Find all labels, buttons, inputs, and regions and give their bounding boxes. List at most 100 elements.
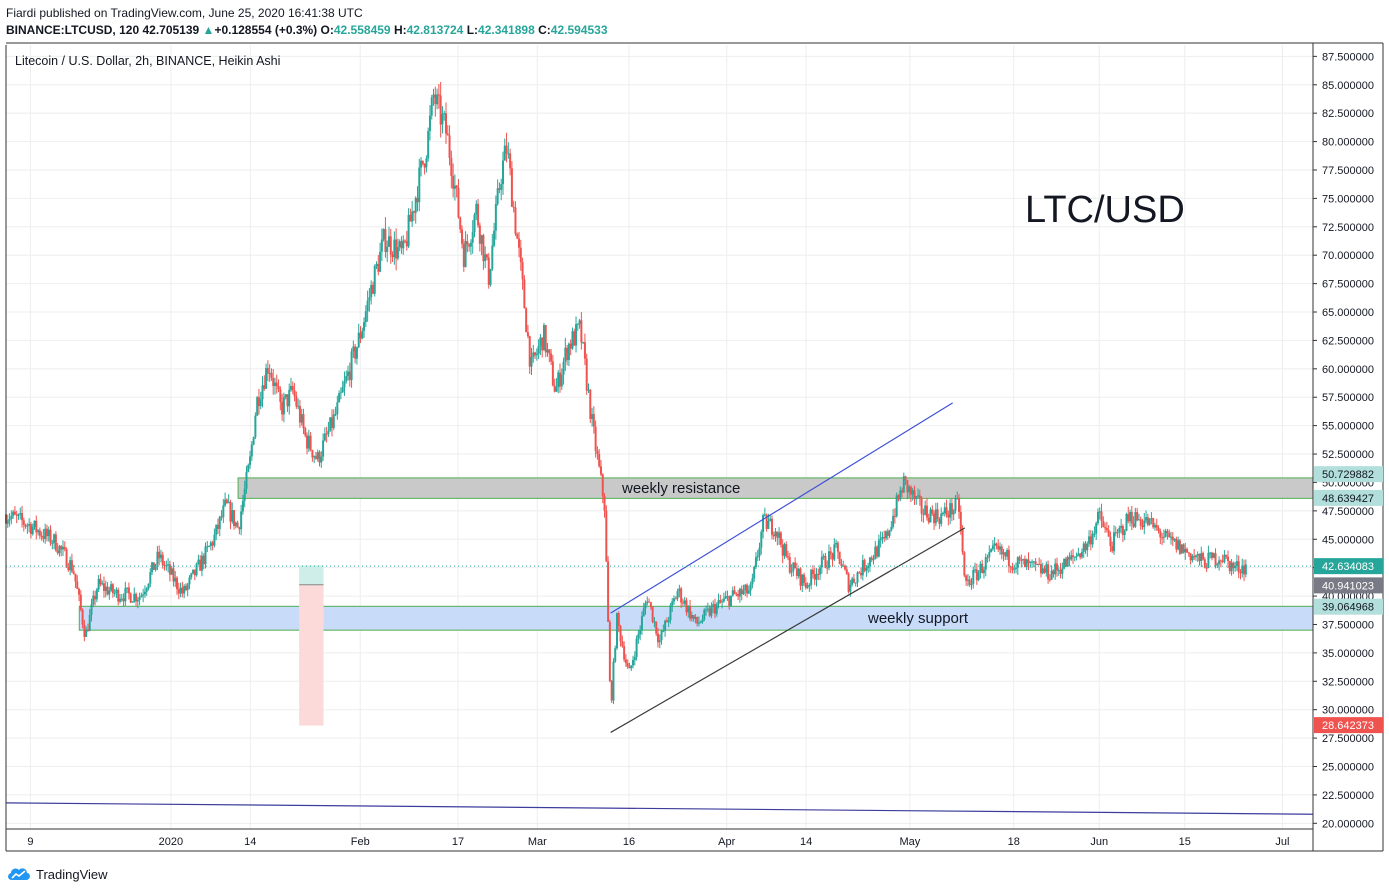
candle-body: [489, 269, 492, 285]
candle-body: [1139, 519, 1142, 526]
candle-body: [542, 325, 545, 351]
candle-body: [856, 572, 859, 583]
candle-body: [1093, 533, 1096, 535]
candle-body: [53, 534, 56, 543]
candle-body: [1054, 563, 1057, 575]
footer[interactable]: TradingView: [6, 866, 108, 882]
candle-body: [991, 545, 994, 550]
candle-body: [1232, 562, 1235, 569]
candle-body: [1155, 525, 1158, 528]
candle-body: [811, 569, 814, 575]
candle-body: [988, 551, 991, 558]
candle-body: [140, 595, 143, 598]
candle-body: [222, 505, 225, 518]
candle-body: [101, 583, 104, 585]
candle-body: [496, 188, 499, 204]
candle-body: [1039, 564, 1042, 574]
candle-body: [428, 115, 431, 131]
candle-body: [917, 495, 920, 497]
candle-body: [767, 521, 770, 529]
candle-body: [81, 609, 84, 625]
candle-body: [1193, 555, 1196, 558]
candle-body: [795, 568, 798, 577]
candle-body: [726, 596, 729, 598]
candle-body: [754, 557, 757, 568]
candle-body: [320, 456, 323, 463]
candle-body: [829, 551, 832, 554]
candle-body: [484, 254, 487, 262]
candle-body: [824, 556, 827, 568]
candle-body: [886, 531, 889, 536]
candle-body: [273, 382, 276, 386]
candle-body: [247, 464, 250, 472]
candle-body: [945, 507, 948, 515]
candle-body: [172, 568, 175, 582]
candle-body: [1064, 558, 1067, 567]
candle-body: [787, 556, 790, 558]
candle-body: [1112, 532, 1115, 552]
candle-body: [257, 397, 260, 407]
price-label: 48.639427: [1322, 493, 1374, 505]
position-box: [299, 565, 324, 726]
candle-body: [1109, 536, 1112, 547]
candle-body: [284, 394, 287, 398]
candle-body: [272, 377, 275, 386]
candle-body: [1194, 555, 1197, 558]
candle-body: [1057, 569, 1060, 571]
candle-body: [516, 233, 519, 239]
candle-body: [958, 498, 961, 512]
candle-body: [646, 601, 649, 604]
candle-body: [721, 601, 724, 603]
candle-body: [229, 501, 232, 522]
candle-body: [842, 565, 845, 567]
candle-body: [111, 584, 114, 594]
candle-body: [977, 572, 980, 581]
candle-body: [710, 606, 713, 616]
candle-body: [347, 371, 350, 377]
candle-body: [158, 551, 161, 559]
candle-body: [19, 513, 22, 515]
candle-body: [95, 589, 98, 600]
candle-body: [373, 265, 376, 294]
candle-body: [1191, 555, 1194, 561]
candle-body: [15, 514, 18, 516]
candle-body: [537, 345, 540, 354]
position-loss-area: [299, 584, 324, 726]
candle-body: [902, 476, 905, 493]
candle-body: [1127, 514, 1130, 522]
candle-body: [770, 518, 773, 535]
candle-body: [336, 402, 339, 415]
candle-body: [703, 609, 706, 620]
candle-body: [90, 604, 93, 615]
candle-body: [984, 557, 987, 570]
candle-body: [852, 578, 855, 583]
candle-body: [1023, 558, 1026, 568]
candle-body: [17, 514, 20, 516]
candle-body: [558, 372, 561, 387]
candle-body: [266, 368, 269, 374]
candle-body: [115, 589, 118, 593]
candle-body: [667, 620, 670, 623]
candle-body: [382, 229, 385, 240]
candle-body: [473, 214, 476, 233]
candle-body: [1052, 570, 1055, 575]
candle-body: [1214, 553, 1217, 566]
candle-body: [911, 490, 914, 495]
candle-body: [404, 240, 407, 242]
candle-body: [375, 263, 378, 266]
candle-body: [674, 598, 677, 600]
candle-body: [1235, 561, 1238, 566]
candle-body: [79, 594, 82, 610]
candle-body: [343, 381, 346, 388]
candle-body: [290, 385, 293, 390]
candle-body: [306, 435, 309, 449]
candle-body: [113, 592, 116, 594]
candle-body: [925, 505, 928, 518]
candle-body: [518, 238, 521, 248]
candle-body: [1212, 553, 1215, 558]
candle-body: [1221, 560, 1224, 562]
candle-body: [525, 308, 528, 333]
candle-body: [959, 511, 962, 530]
x-tick-label: Jun: [1090, 836, 1108, 848]
